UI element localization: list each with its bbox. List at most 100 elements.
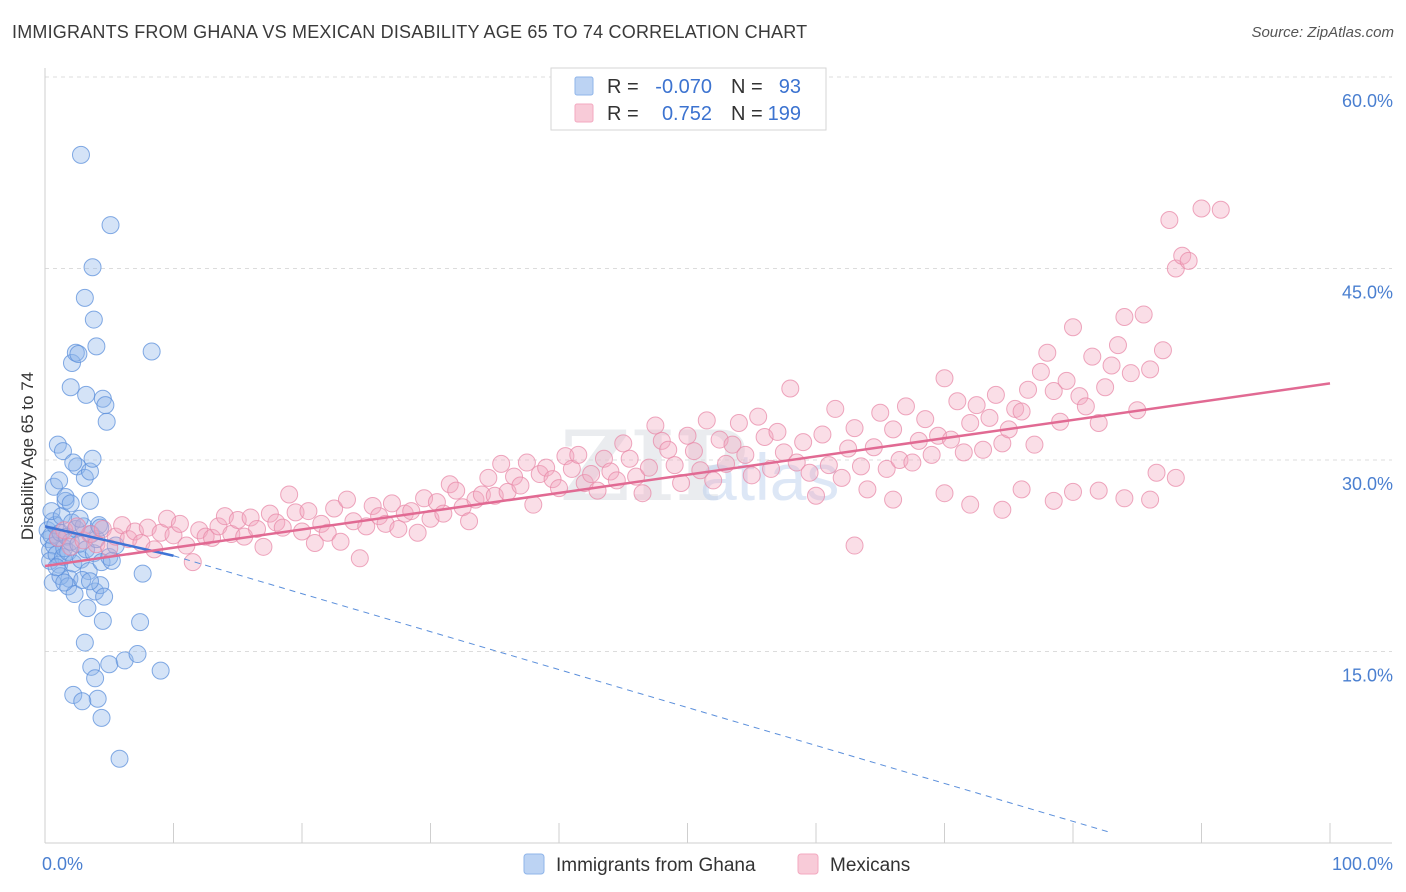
mexicans-point-55: [402, 502, 421, 521]
mexicans-point-116: [794, 433, 813, 452]
y-tick-label-1: 30.0%: [1342, 474, 1393, 494]
mexicans-point-124: [845, 419, 864, 438]
mexicans-point-172: [1153, 341, 1172, 360]
mexicans-point-32: [254, 537, 273, 556]
mexicans-point-53: [389, 519, 408, 538]
mexicans-point-89: [620, 449, 639, 468]
mexicans-point-187: [1089, 481, 1108, 500]
ghana-point-89: [95, 587, 114, 606]
mexicans-point-71: [505, 467, 524, 486]
mexicans-point-73: [517, 453, 536, 472]
ghana-point-92: [55, 573, 74, 592]
y-axis-label: Disability Age 65 to 74: [18, 372, 37, 540]
mexicans-point-67: [479, 468, 498, 487]
mexicans-point-21: [183, 553, 202, 572]
mexicans-point-122: [832, 468, 851, 487]
mexicans-point-186: [1064, 482, 1082, 501]
series-mexicans-points: [48, 199, 1230, 572]
mexicans-point-105: [723, 435, 742, 454]
mexicans-point-40: [305, 533, 324, 552]
stats-swatch-ghana: [574, 76, 594, 96]
mexicans-point-76: [537, 458, 556, 477]
mexicans-point-91: [633, 484, 652, 503]
mexicans-point-128: [871, 403, 890, 422]
mexicans-point-159: [1070, 387, 1089, 406]
stats-legend: R = -0.070 N = 93 R = 0.752 N = 199: [550, 67, 827, 131]
mexicans-point-106: [729, 413, 748, 432]
chart-source: Source: ZipAtlas.com: [1251, 24, 1394, 41]
mexicans-point-181: [935, 484, 954, 503]
mexicans-point-153: [1031, 362, 1050, 381]
ghana-point-66: [87, 337, 106, 356]
mexicans-point-112: [768, 422, 787, 441]
mexicans-point-94: [652, 431, 671, 450]
mexicans-point-160: [1076, 397, 1095, 416]
mexicans-trend-line: [44, 382, 1331, 568]
stats-r-value-mexicans: 0.752: [662, 103, 712, 125]
mexicans-point-165: [1108, 336, 1127, 355]
mexicans-point-77: [543, 470, 562, 489]
ghana-point-61: [77, 385, 96, 404]
mexicans-point-167: [1121, 364, 1140, 383]
ghana-point-80: [100, 655, 119, 674]
mexicans-point-182: [961, 495, 980, 514]
mexicans-point-178: [1211, 200, 1230, 219]
mexicans-point-45: [337, 490, 356, 509]
y-tick-labels: 15.0% 30.0% 45.0% 60.0%: [1342, 91, 1393, 686]
ghana-point-83: [151, 661, 170, 680]
stats-legend-box: [550, 67, 827, 131]
mexicans-point-140: [948, 392, 967, 411]
mexicans-point-144: [974, 440, 993, 459]
mexicans-point-179: [845, 536, 864, 555]
mexicans-point-139: [941, 430, 960, 449]
stats-n-label-ghana: N =: [731, 76, 763, 98]
x-tick-label-0: 0.0%: [42, 854, 83, 874]
bottom-legend: Immigrants from Ghana Mexicans: [523, 853, 910, 876]
mexicans-point-111: [762, 459, 781, 478]
mexicans-point-98: [678, 426, 697, 445]
mexicans-point-114: [781, 379, 800, 398]
mexicans-point-31: [248, 519, 267, 538]
stats-r-label-ghana: R =: [607, 76, 639, 98]
mexicans-point-138: [935, 369, 954, 388]
ghana-point-87: [133, 564, 152, 583]
stats-n-value-mexicans: 199: [768, 103, 801, 125]
mexicans-point-47: [350, 549, 369, 568]
mexicans-point-145: [980, 408, 999, 427]
mexicans-point-56: [408, 523, 427, 542]
mexicans-point-102: [704, 471, 723, 490]
mexicans-point-151: [1019, 380, 1038, 399]
mexicans-point-18: [164, 526, 183, 545]
mexicans-point-49: [363, 496, 382, 515]
mexicans-point-183: [993, 500, 1012, 519]
watermark-zip: ZIP: [560, 410, 747, 523]
mexicans-point-170: [1141, 360, 1160, 379]
ghana-point-70: [101, 216, 120, 235]
ghana-point-86: [131, 613, 150, 632]
ghana-point-72: [142, 342, 161, 361]
mexicans-point-146: [986, 385, 1005, 404]
ghana-point-68: [84, 310, 103, 329]
mexicans-point-135: [916, 410, 935, 429]
ghana-point-78: [73, 692, 92, 711]
mexicans-point-158: [1064, 318, 1082, 337]
ghana-point-82: [128, 645, 147, 664]
mexicans-point-99: [684, 442, 703, 461]
ghana-point-84: [110, 749, 129, 768]
ghana-point-49: [61, 494, 80, 513]
y-tick-label-0: 15.0%: [1342, 666, 1393, 686]
mexicans-point-141: [954, 443, 973, 462]
ghana-point-55: [50, 471, 69, 490]
ghana-point-75: [86, 669, 105, 688]
data-points: [38, 145, 1230, 768]
mexicans-point-117: [800, 463, 819, 482]
chart-title: IMMIGRANTS FROM GHANA VS MEXICAN DISABIL…: [12, 22, 808, 42]
mexicans-point-81: [569, 445, 588, 464]
mexicans-point-177: [1192, 199, 1211, 218]
mexicans-point-42: [318, 523, 337, 542]
mexicans-point-157: [1057, 371, 1076, 390]
stats-row-mexicans: R = 0.752 N = 199: [574, 103, 801, 125]
mexicans-point-72: [511, 476, 530, 495]
mexicans-point-161: [1083, 347, 1102, 366]
ghana-point-42: [91, 576, 110, 595]
